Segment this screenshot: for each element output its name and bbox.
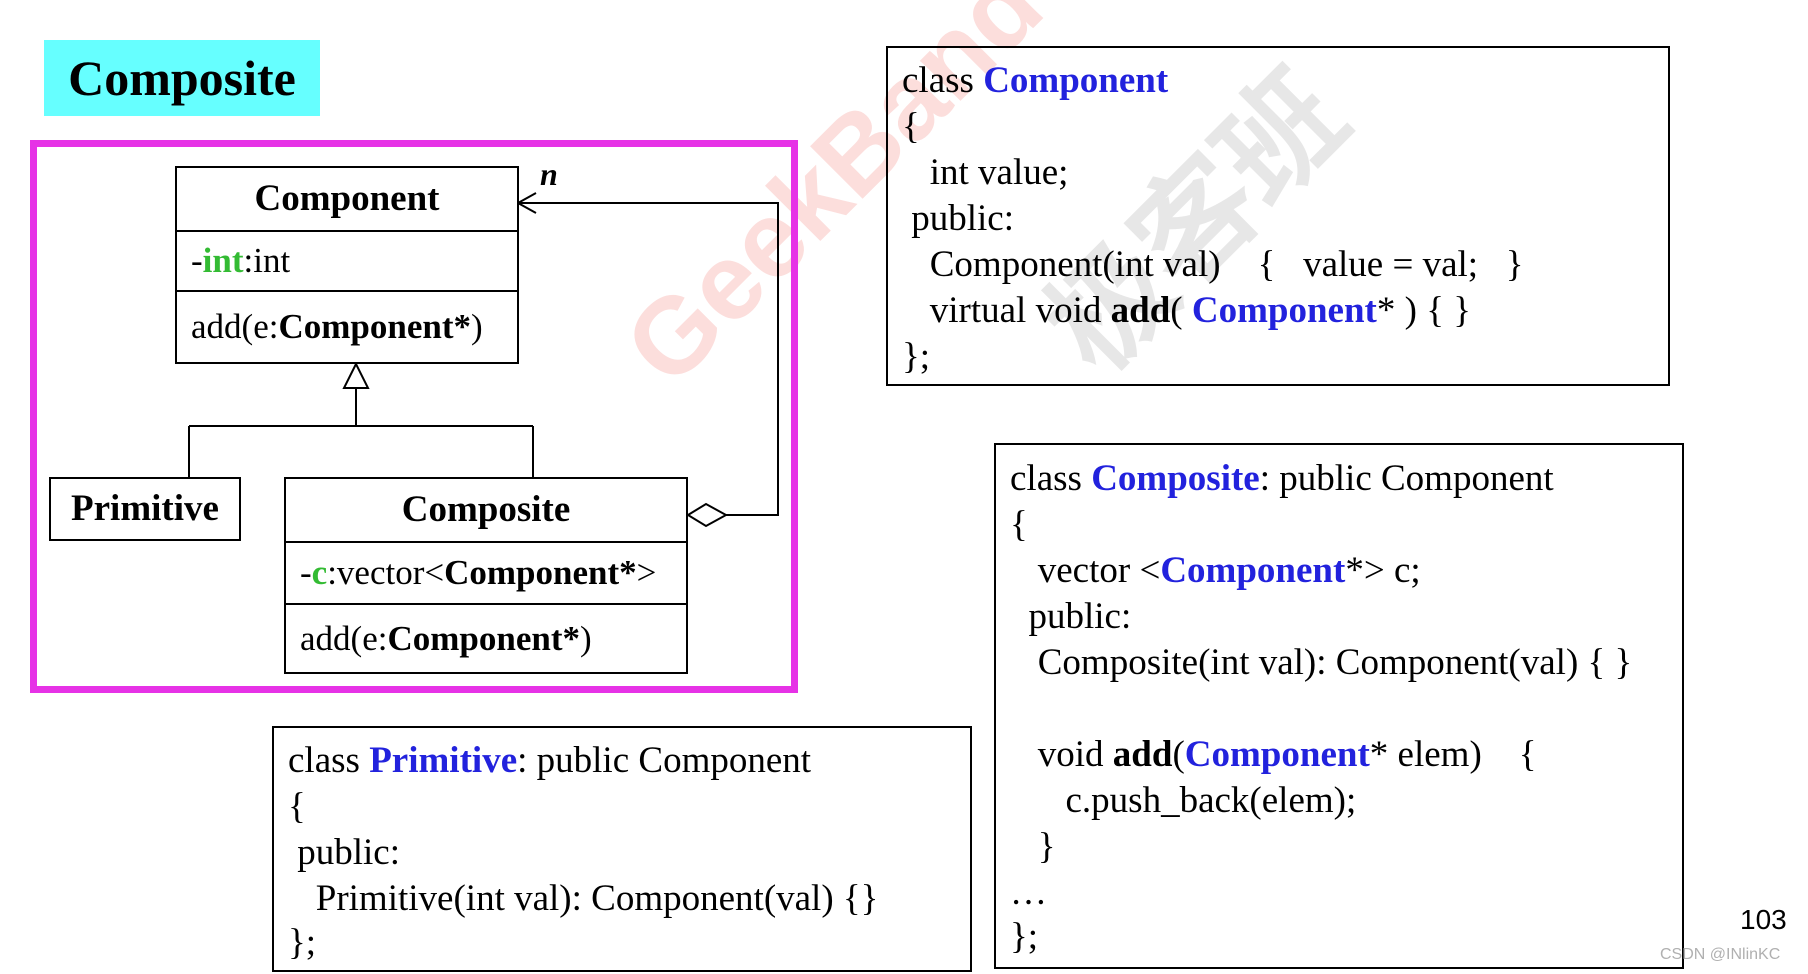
- code-block-composite: [994, 443, 1684, 969]
- multiplicity-label: n: [540, 156, 558, 192]
- code-line: class Composite: public Component: [1010, 458, 1554, 499]
- code-line: public:: [902, 198, 1015, 239]
- page-number: 103: [1740, 904, 1787, 935]
- code-block-component: [886, 46, 1670, 386]
- uml-attribute: -int:int: [177, 232, 517, 292]
- code-line: public:: [288, 832, 401, 873]
- uml-diagram-frame: [30, 140, 798, 693]
- code-line: {: [1010, 504, 1028, 545]
- code-line: {: [902, 106, 920, 147]
- uml-class-primitive: Primitive: [49, 477, 241, 541]
- slide-title-text: Composite: [68, 50, 296, 106]
- code-line: …: [1010, 872, 1047, 913]
- aggregation-line: [518, 202, 779, 516]
- code-line: };: [1010, 916, 1039, 957]
- code-line: }: [1010, 826, 1056, 867]
- code-line: c.push_back(elem);: [1010, 780, 1357, 821]
- uml-class-name: Composite: [286, 479, 686, 543]
- generalization-arrowhead: [342, 361, 370, 389]
- uml-operation: add(e:Component*): [191, 307, 483, 346]
- code-line: Primitive(int val): Component(val) {}: [288, 878, 879, 919]
- code-line: Component(int val) { value = val; }: [902, 244, 1524, 285]
- code-line: int value;: [902, 152, 1069, 193]
- code-line: };: [288, 922, 317, 963]
- code-block-primitive: [272, 726, 972, 972]
- code-line: vector <Component*> c;: [1010, 550, 1421, 591]
- code-line: class Component: [902, 60, 1169, 101]
- code-line: };: [902, 336, 931, 377]
- code-line: void add(Component* elem) {: [1010, 734, 1537, 775]
- code-line: Composite(int val): Component(val) { }: [1010, 642, 1633, 683]
- uml-class-component: Component -int:int add(e:Component*): [175, 166, 519, 364]
- uml-class-composite: Composite -c:vector<Component*> add(e:Co…: [284, 477, 688, 674]
- code-line: class Primitive: public Component: [288, 740, 812, 781]
- aggregation-diamond: [686, 502, 729, 528]
- credit-text: CSDN @INlinKC: [1660, 946, 1781, 963]
- slide-title: Composite: [44, 40, 320, 116]
- uml-class-name: Component: [177, 168, 517, 232]
- uml-operation: add(e:Component*): [300, 619, 592, 658]
- code-line: public:: [1010, 596, 1132, 637]
- code-line: virtual void add( Component* ) { }: [902, 290, 1471, 331]
- uml-attribute: -c:vector<Component*>: [286, 543, 686, 605]
- code-line: {: [288, 786, 306, 827]
